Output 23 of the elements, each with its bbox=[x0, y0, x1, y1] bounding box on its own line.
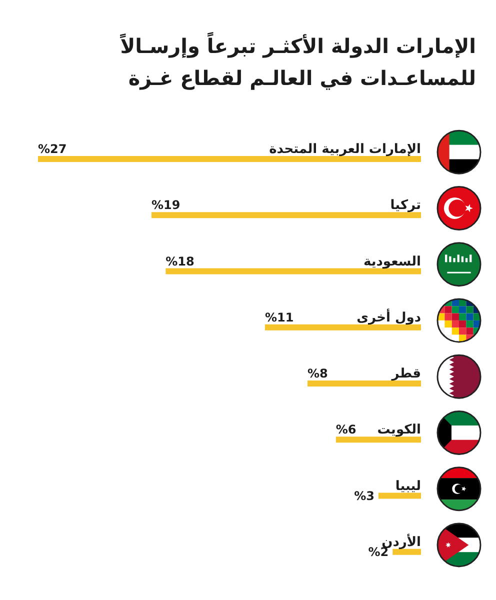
data-label: %11 bbox=[264, 310, 294, 324]
y-tick-label: تركيا bbox=[390, 198, 421, 214]
bar bbox=[336, 436, 421, 443]
data-label: %19 bbox=[151, 198, 180, 212]
bar bbox=[38, 156, 421, 162]
y-tick-label: قطر bbox=[390, 366, 421, 382]
y-tick-label: الكويت bbox=[377, 422, 421, 438]
bar bbox=[151, 212, 421, 218]
bar bbox=[166, 268, 421, 274]
data-label: %27 bbox=[38, 142, 67, 156]
bar bbox=[264, 324, 421, 330]
y-tick-label: الإمارات العربية المتحدة bbox=[269, 142, 421, 158]
bar bbox=[308, 380, 421, 386]
data-label: %8 bbox=[308, 366, 328, 380]
data-label: %18 bbox=[166, 254, 194, 268]
data-label: %3 bbox=[354, 488, 374, 503]
bar bbox=[392, 548, 421, 555]
data-label: %6 bbox=[336, 422, 356, 437]
y-tick-label: دول أخرى bbox=[356, 308, 422, 326]
y-tick-label: السعودية bbox=[364, 254, 421, 270]
bar bbox=[378, 492, 421, 499]
y-tick-label: ليبيا bbox=[395, 478, 421, 494]
chart-title: الإمارات الدولة الأكثـر تبرعاً وإرسـالاً للمساعـدات في العالـم لقطاع غـزة bbox=[119, 31, 476, 92]
